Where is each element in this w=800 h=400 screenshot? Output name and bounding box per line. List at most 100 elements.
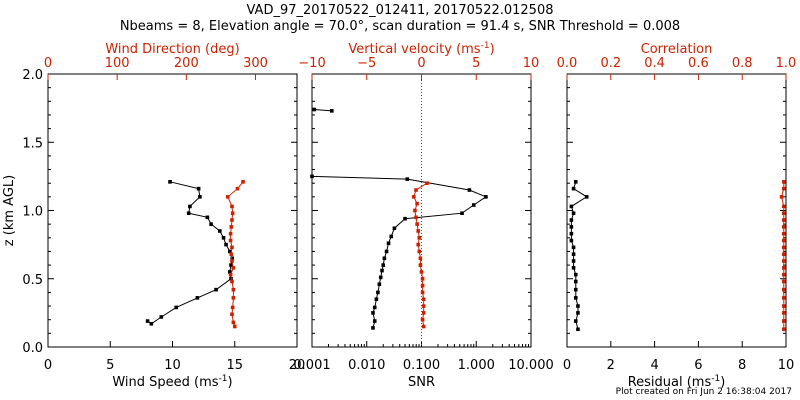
middle-black-series-point (471, 203, 476, 207)
left-black-series-point (209, 222, 213, 226)
left-red-series-point (232, 324, 237, 329)
middle-x-tick-label: 0.100 (403, 358, 440, 373)
left-red-series-point (230, 211, 235, 216)
middle-red-series-point (413, 208, 417, 213)
right-black-series-point (573, 287, 578, 292)
right-red-series-point (782, 238, 786, 243)
y-tick-label: 0.0 (22, 341, 43, 356)
right-black-series-point (573, 279, 578, 284)
left-top-axis-label: Wind Direction (deg) (105, 42, 239, 57)
right-black-series-point (571, 186, 576, 191)
middle-x-tick-label: 1.000 (458, 358, 495, 373)
middle-black-series-point (312, 107, 317, 112)
middle-black-series-point (381, 263, 386, 267)
left-red-series-point (228, 272, 233, 277)
left-red-series-point (230, 259, 234, 263)
right-red-series-point (782, 252, 786, 256)
left-red-series-point (235, 186, 240, 191)
right-red-series-point (782, 287, 786, 292)
middle-black-series-point (484, 195, 488, 199)
left-red-series-point (231, 287, 236, 292)
middle-black-series-point (372, 319, 377, 323)
middle-top-x-tick-label: 0 (417, 56, 425, 71)
middle-x-tick-label: 10.000 (508, 358, 554, 373)
right-red-series-point (782, 279, 786, 284)
left-x-axis-label: Wind Speed (ms-1) (112, 374, 232, 390)
middle-red-series-point (421, 297, 426, 302)
right-black-series-point (573, 180, 578, 184)
left-black-series-point (227, 249, 232, 254)
middle-top-x-tick-label: 5 (472, 56, 480, 71)
right-red-series-point (782, 231, 786, 236)
chart-title: VAD_97_20170522_012411, 20170522.012508 (246, 3, 554, 18)
left-red-series-point (230, 218, 234, 222)
middle-x-axis-label: SNR (408, 375, 435, 390)
middle-black-series-point (389, 234, 394, 239)
middle-black-series-point (372, 305, 377, 310)
middle-red-series-point (414, 188, 418, 192)
y-tick-label: 1.0 (22, 205, 43, 220)
left-black-series-line (147, 181, 233, 325)
left-top-x-tick-label: 0 (44, 56, 52, 71)
middle-red-series-point (415, 201, 419, 206)
left-black-series-point (145, 319, 150, 323)
middle-black-series-point (386, 241, 391, 246)
right-black-series-point (573, 296, 578, 300)
middle-black-series-point (377, 282, 382, 287)
middle-red-series-point (417, 236, 422, 240)
left-black-series-point (224, 242, 228, 247)
right-top-x-tick-label: 0.2 (600, 56, 621, 71)
left-black-series-point (227, 270, 232, 274)
middle-black-series-point (378, 275, 383, 280)
right-red-series-point (782, 304, 786, 308)
left-red-series-point (241, 180, 245, 184)
middle-top-axis-label: Vertical velocity (ms-1) (348, 41, 494, 57)
middle-frame (311, 73, 532, 348)
right-black-series-point (571, 259, 576, 263)
left-black-series-point (159, 315, 164, 319)
plot-created-note: Plot created on Fri Jun 2 16:38:04 2017 (615, 387, 792, 397)
right-red-series-point (782, 211, 786, 216)
middle-red-series-point (415, 222, 419, 226)
middle-black-series-point (467, 188, 472, 192)
middle-red-series-line (413, 182, 428, 327)
middle-black-series-point (371, 326, 375, 330)
middle-black-series-line (311, 175, 487, 329)
middle-black-series-line (314, 109, 332, 112)
middle-red-series-point (420, 290, 425, 295)
left-black-series-point (221, 236, 226, 240)
right-red-series-point (782, 186, 786, 191)
right-frame (566, 73, 787, 348)
right-black-series-point (576, 311, 580, 315)
left-red-series-point (231, 266, 236, 270)
right-red-series-point (782, 327, 786, 332)
right-black-series-point (569, 225, 574, 229)
middle-red-series-point (416, 229, 421, 233)
middle-red-series-point (418, 263, 423, 267)
left-frame (47, 73, 298, 348)
left-red-series-point (228, 231, 233, 236)
right-red-series-point (782, 319, 786, 323)
middle-red-series-point (417, 249, 422, 254)
middle-red-series-point (421, 304, 426, 308)
left-red-series-point (229, 225, 234, 229)
right-black-series-point (569, 238, 574, 243)
left-black-series-point (168, 180, 172, 184)
middle-x-tick-label: 0.010 (348, 358, 385, 373)
right-top-x-tick-label: 0.0 (557, 56, 578, 71)
left-red-series-point (228, 238, 233, 243)
left-red-series-point (230, 312, 234, 317)
right-top-x-tick-label: 1.0 (776, 56, 797, 71)
left-red-series-point (230, 305, 235, 310)
middle-panel (310, 73, 532, 348)
left-red-series-point (230, 245, 234, 250)
left-top-x-tick-label: 300 (243, 56, 268, 71)
left-top-x-tick-label: 100 (105, 56, 130, 71)
right-red-series-point (782, 180, 786, 184)
right-red-series-point (782, 225, 786, 229)
right-black-series-point (569, 231, 574, 236)
right-black-series-point (584, 195, 589, 199)
left-black-series-point (198, 195, 202, 199)
left-red-series-point (231, 320, 236, 325)
right-black-series-point (569, 204, 574, 209)
